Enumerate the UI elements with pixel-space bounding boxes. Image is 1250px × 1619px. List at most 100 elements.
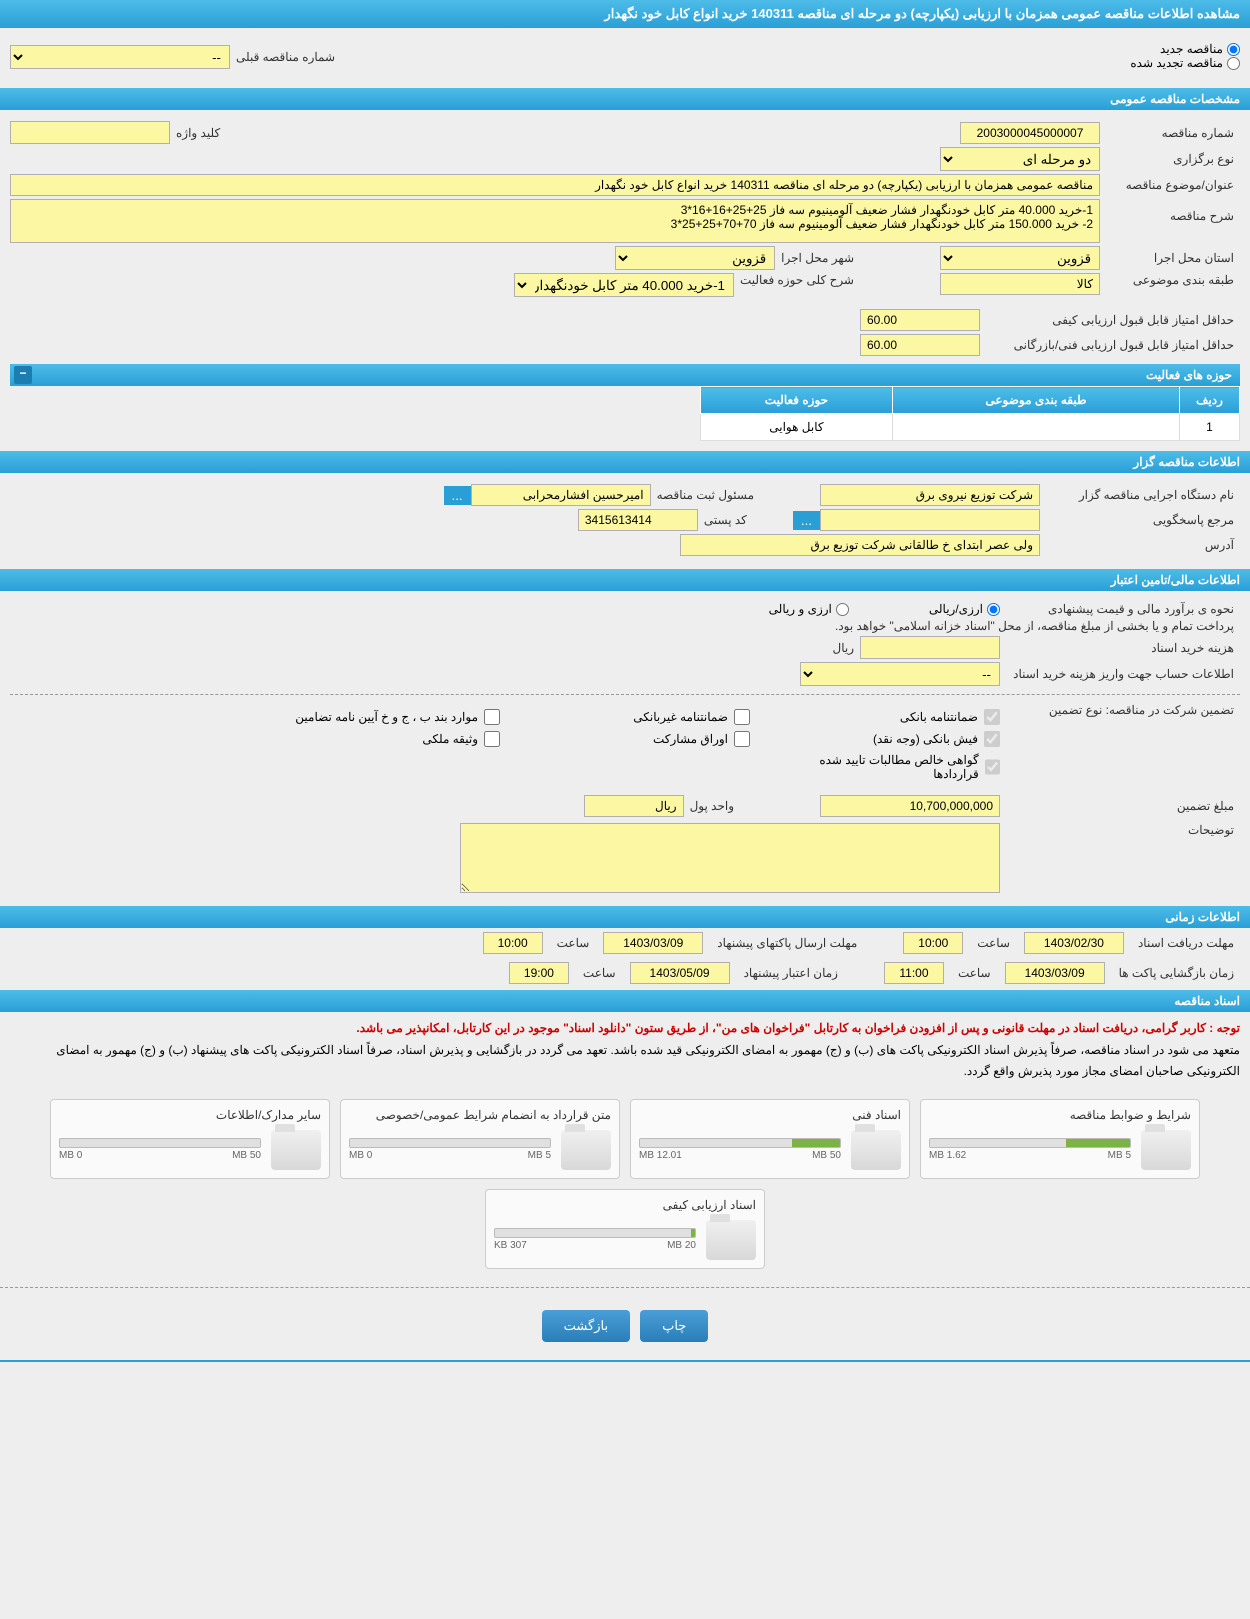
radio-renewed-tender[interactable]: مناقصه تجدید شده [361, 56, 1240, 70]
radio-new-label: مناقصه جدید [1160, 42, 1223, 56]
progress-bar [494, 1228, 696, 1238]
doc-card[interactable]: شرایط و ضوابط مناقصه 5 MB1.62 MB [920, 1099, 1200, 1179]
activity-table: ردیف طبقه بندی موضوعی حوزه فعالیت 1 کابل… [700, 386, 1240, 441]
progress-bar [349, 1138, 551, 1148]
min-quality-field: 60.00 [860, 309, 980, 331]
folder-icon [1141, 1130, 1191, 1170]
notice-2: متعهد می شود در اسناد مناقصه، صرفاً پذیر… [10, 1040, 1240, 1083]
section-financial: اطلاعات مالی/تامین اعتبار [0, 569, 1250, 591]
th-area: حوزه فعالیت [701, 387, 893, 414]
doc-card[interactable]: اسناد فنی 50 MB12.01 MB [630, 1099, 910, 1179]
section-general: مشخصات مناقصه عمومی [0, 88, 1250, 110]
keyword-label: کلید واژه [170, 126, 226, 140]
radio-new-input[interactable] [1227, 43, 1240, 56]
keyword-input[interactable] [10, 121, 170, 144]
postal-field: 3415613414 [578, 509, 698, 531]
doc-cost-label: هزینه خرید اسناد [1000, 641, 1240, 655]
doc-total: 50 MB [232, 1150, 261, 1161]
address-field: ولی عصر ابتدای خ طالقانی شرکت توزیع برق [680, 534, 1040, 556]
price-type-label: نحوه ی برآورد مالی و قیمت پیشنهادی [1000, 602, 1240, 616]
notes-label: توضیحات [1000, 823, 1240, 837]
province-select[interactable]: قزوین [940, 246, 1100, 270]
doc-card[interactable]: سایر مدارک/اطلاعات 50 MB0 MB [50, 1099, 330, 1179]
unit-field: ریال [584, 795, 684, 817]
doc-total: 50 MB [812, 1150, 841, 1161]
notes-textarea[interactable] [460, 823, 1000, 893]
chk-bank[interactable]: ضمانتنامه بانکی [780, 709, 1000, 725]
receive-time-field: 10:00 [903, 932, 963, 954]
doc-title: سایر مدارک/اطلاعات [59, 1108, 321, 1122]
city-select[interactable]: قزوین [615, 246, 775, 270]
chk-bonds[interactable]: اوراق مشارکت [530, 731, 750, 747]
open-date-field: 1403/03/09 [1005, 962, 1105, 984]
doc-title: اسناد فنی [639, 1108, 901, 1122]
section-organizer: اطلاعات مناقصه گزار [0, 451, 1250, 473]
folder-icon [851, 1130, 901, 1170]
doc-title: اسناد ارزیابی کیفی [494, 1198, 756, 1212]
send-deadline-label: مهلت ارسال پاکتهای پیشنهاد [711, 936, 863, 950]
progress-bar [929, 1138, 1131, 1148]
resp-label: مرجع پاسخگویی [1040, 513, 1240, 527]
radio-renewed-input[interactable] [1227, 57, 1240, 70]
min-tech-label: حداقل امتیاز قابل قبول ارزیابی فنی/بازرگ… [980, 338, 1240, 352]
account-label: اطلاعات حساب جهت واریز هزینه خرید اسناد [1000, 667, 1240, 681]
activity-table-caption: حوزه های فعالیت − [10, 364, 1240, 386]
section-timing: اطلاعات زمانی [0, 906, 1250, 928]
account-select[interactable]: -- [800, 662, 1000, 686]
manager-label: مسئول ثبت مناقصه [651, 488, 760, 502]
manager-lookup-button[interactable]: ... [444, 486, 471, 505]
doc-card[interactable]: اسناد ارزیابی کیفی 20 MB307 KB [485, 1189, 765, 1269]
receive-deadline-field: 1403/02/30 [1024, 932, 1124, 954]
type-label: نوع برگزاری [1100, 152, 1240, 166]
radio-new-tender[interactable]: مناقصه جدید [361, 42, 1240, 56]
doc-used: 1.62 MB [929, 1150, 966, 1161]
section-documents: اسناد مناقصه [0, 990, 1250, 1012]
subject-label: عنوان/موضوع مناقصه [1100, 178, 1240, 192]
send-deadline-field: 1403/03/09 [603, 932, 703, 954]
scope-select[interactable]: 1-خرید 40.000 متر کابل خودنگهدار فشار ضع… [514, 273, 734, 297]
validity-time-field: 19:00 [509, 962, 569, 984]
table-row: 1 کابل هوایی [701, 414, 1240, 441]
guarantee-amount-field: 10,700,000,000 [820, 795, 1000, 817]
open-time-field: 11:00 [884, 962, 944, 984]
validity-time-label: ساعت [577, 966, 622, 980]
address-label: آدرس [1040, 538, 1240, 552]
folder-icon [706, 1220, 756, 1260]
guarantee-amount-label: مبلغ تضمین [1000, 799, 1240, 813]
doc-cost-input[interactable] [860, 636, 1000, 659]
chk-property[interactable]: وثیقه ملکی [280, 731, 500, 747]
radio-currency[interactable]: ارزی و ریالی [769, 602, 849, 616]
org-label: نام دستگاه اجرایی مناقصه گزار [1040, 488, 1240, 502]
type-select[interactable]: دو مرحله ای [940, 147, 1100, 171]
doc-cost-unit: ریال [826, 641, 860, 655]
back-button[interactable]: بازگشت [542, 1310, 630, 1342]
min-tech-field: 60.00 [860, 334, 980, 356]
folder-icon [561, 1130, 611, 1170]
resp-lookup-button[interactable]: ... [793, 511, 820, 530]
chk-cash[interactable]: فیش بانکی (وجه نقد) [780, 731, 1000, 747]
doc-title: شرایط و ضوابط مناقصه [929, 1108, 1191, 1122]
receive-deadline-label: مهلت دریافت اسناد [1132, 936, 1240, 950]
chk-nonbank[interactable]: ضمانتنامه غیربانکی [530, 709, 750, 725]
receive-time-label: ساعت [971, 936, 1016, 950]
subject-field: مناقصه عمومی همزمان با ارزیابی (یکپارچه)… [10, 174, 1100, 196]
progress-bar [59, 1138, 261, 1148]
doc-total: 5 MB [528, 1150, 551, 1161]
prev-number-select[interactable]: -- [10, 45, 230, 69]
chk-contracts[interactable]: گواهی خالص مطالبات تایید شده قراردادها [780, 753, 1000, 781]
open-time-label: ساعت [952, 966, 997, 980]
desc-label: شرح مناقصه [1100, 199, 1240, 223]
doc-card[interactable]: متن قرارداد به انضمام شرایط عمومی/خصوصی … [340, 1099, 620, 1179]
scope-label: شرح کلی حوزه فعالیت [734, 273, 860, 287]
guarantee-label: تضمین شرکت در مناقصه: نوع تضمین [1000, 703, 1240, 717]
chk-bylaw[interactable]: موارد بند ب ، ج و خ آیین نامه تضامین [280, 709, 500, 725]
desc-field: 1-خرید 40.000 متر کابل خودنگهدار فشار ضع… [10, 199, 1100, 243]
prev-number-label: شماره مناقصه قبلی [230, 50, 341, 64]
doc-title: متن قرارداد به انضمام شرایط عمومی/خصوصی [349, 1108, 611, 1122]
open-label: زمان بازگشایی پاکت ها [1113, 966, 1240, 980]
category-field: کالا [940, 273, 1100, 295]
collapse-icon[interactable]: − [14, 366, 32, 384]
category-label: طبقه بندی موضوعی [1100, 273, 1240, 287]
radio-rial[interactable]: ارزی/ریالی [929, 602, 1000, 616]
print-button[interactable]: چاپ [640, 1310, 708, 1342]
